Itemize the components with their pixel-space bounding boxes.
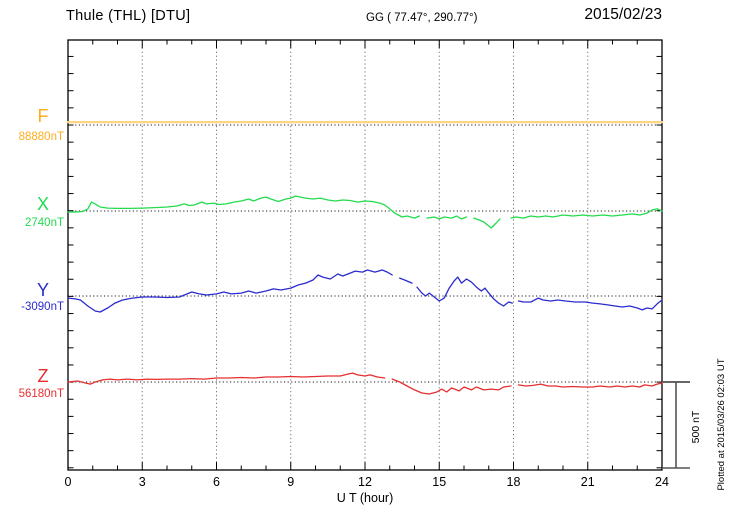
trace-Z [67, 372, 663, 395]
component-label-X: X [36, 194, 49, 214]
x-tick-label-12: 12 [358, 475, 372, 489]
component-value-F: 88880nT [18, 131, 64, 143]
component-value-Y: -3090nT [21, 301, 64, 313]
x-tick-label-21: 21 [580, 475, 595, 489]
component-value-Z: 56180nT [18, 388, 64, 400]
x-tick-label-18: 18 [506, 475, 521, 489]
x-tick-label-15: 15 [432, 475, 447, 489]
station-title: Thule (THL) [DTU] [66, 8, 191, 24]
x-axis-label: U T (hour) [336, 491, 394, 505]
x-tick-label-0: 0 [64, 475, 72, 489]
component-label-Z: Z [37, 366, 49, 386]
trace-X [67, 195, 663, 229]
trace-Y [67, 269, 663, 313]
plot-frame [67, 39, 663, 471]
x-tick-label-24: 24 [655, 475, 669, 489]
plotted-at-note: Plotted at 2015/03/26 02:03 UT [716, 358, 727, 491]
component-label-F: F [37, 106, 49, 126]
scale-bar-label: 500 nT [690, 410, 702, 444]
geographic-coordinates: GG ( 77.47°, 290.77°) [366, 12, 478, 24]
component-label-Y: Y [36, 280, 49, 300]
x-tick-label-3: 3 [138, 475, 146, 489]
x-tick-label-9: 9 [287, 475, 295, 489]
component-value-X: 2740nT [24, 217, 64, 229]
x-tick-label-6: 6 [213, 475, 220, 489]
plot-date: 2015/02/23 [584, 6, 662, 23]
